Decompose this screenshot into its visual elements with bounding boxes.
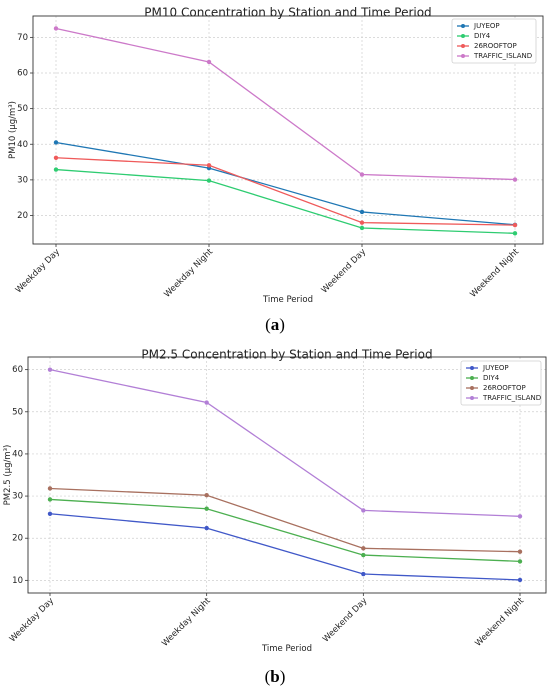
data-point (53, 26, 59, 31)
data-point (206, 163, 212, 168)
legend-label: DIY4 (474, 32, 491, 40)
x-tick-label: Weekend Day (320, 247, 368, 295)
series-line (49, 498, 521, 563)
data-point (359, 225, 365, 231)
data-point (204, 493, 209, 498)
legend-label: 26ROOFTOP (483, 384, 526, 392)
legend-swatch-marker (461, 44, 465, 48)
data-point (47, 486, 53, 491)
data-point (361, 552, 366, 558)
plot-frame (32, 15, 544, 245)
legend-label: 26ROOFTOP (474, 42, 517, 50)
legend-swatch-marker (470, 386, 474, 390)
data-point (512, 231, 518, 236)
chart-pm10: PM10 Concentration by Station and Time P… (8, 6, 544, 305)
data-point (53, 155, 59, 160)
x-tick-label: Weekend Night (473, 596, 526, 649)
y-tick-label: 10 (12, 576, 23, 586)
chart-title: PM10 Concentration by Station and Time P… (144, 6, 431, 20)
data-point (361, 546, 366, 551)
y-tick-label: 30 (12, 492, 23, 502)
legend-label: JUYEOP (473, 22, 500, 30)
series-line (55, 157, 516, 226)
legend-label: DIY4 (483, 374, 500, 382)
x-tick-label: Weekday Day (8, 596, 56, 644)
legend-swatch-marker (470, 376, 474, 380)
x-tick-label: Weekday Night (160, 596, 213, 649)
y-tick-label: 30 (17, 175, 28, 185)
legend-swatch-marker (461, 54, 465, 58)
plot-frame (27, 356, 547, 594)
data-point (512, 222, 518, 228)
y-tick-label: 50 (17, 104, 28, 114)
y-tick-label: 50 (12, 407, 23, 417)
data-point (517, 559, 523, 564)
y-tick-label: 70 (17, 33, 28, 43)
legend-swatch-marker (461, 24, 465, 28)
y-tick-label: 60 (17, 69, 28, 79)
data-point (517, 514, 523, 519)
y-axis-label: PM2.5 (μg/m³) (3, 445, 13, 506)
legend-swatch-marker (461, 34, 465, 38)
series-line (49, 487, 521, 553)
y-tick-label: 60 (12, 365, 23, 375)
data-point (512, 177, 518, 182)
caption-b: (b) (264, 667, 286, 686)
legend-swatch-marker (470, 396, 474, 400)
caption-b-letter: b (270, 667, 280, 686)
y-tick-label: 40 (17, 140, 28, 150)
legend-box (451, 18, 537, 64)
data-point (361, 571, 366, 577)
data-point (47, 511, 53, 516)
caption-a: (a) (265, 315, 285, 334)
y-tick-label: 40 (12, 449, 23, 459)
data-point (517, 577, 523, 583)
chart-pm25: PM2.5 Concentration by Station and Time … (3, 348, 547, 654)
legend-swatch-marker (470, 366, 474, 370)
y-tick-label: 20 (12, 534, 23, 544)
data-point (47, 497, 53, 502)
data-point (204, 506, 209, 511)
data-point (47, 367, 53, 372)
legend-box (460, 360, 542, 406)
data-point (204, 525, 209, 531)
data-point (359, 209, 365, 215)
x-axis-label: Time Period (261, 644, 312, 654)
data-point (359, 220, 365, 225)
data-point (517, 549, 523, 554)
x-tick-label: Weekday Day (14, 247, 62, 295)
x-tick-label: Weekend Day (321, 596, 369, 644)
series-line (55, 27, 516, 181)
data-point (206, 59, 212, 65)
chart-title: PM2.5 Concentration by Station and Time … (141, 348, 432, 362)
x-tick-label: Weekday Night (162, 247, 215, 300)
data-point (204, 400, 209, 405)
x-tick-label: Weekend Night (468, 247, 521, 300)
legend-label: TRAFFIC_ISLAND (482, 394, 541, 402)
data-point (206, 178, 212, 183)
y-axis-label: PM10 (μg/m³) (8, 101, 18, 159)
series-line (55, 141, 516, 226)
data-point (359, 172, 365, 177)
series-line (49, 513, 521, 581)
data-point (361, 508, 366, 513)
legend-label: JUYEOP (482, 364, 509, 372)
data-point (53, 140, 59, 145)
series-line (49, 369, 521, 517)
y-tick-label: 20 (17, 211, 28, 221)
x-axis-label: Time Period (262, 295, 313, 305)
legend-label: TRAFFIC_ISLAND (473, 52, 532, 60)
series-line (55, 168, 516, 234)
caption-a-letter: a (270, 315, 280, 334)
data-point (53, 167, 59, 172)
